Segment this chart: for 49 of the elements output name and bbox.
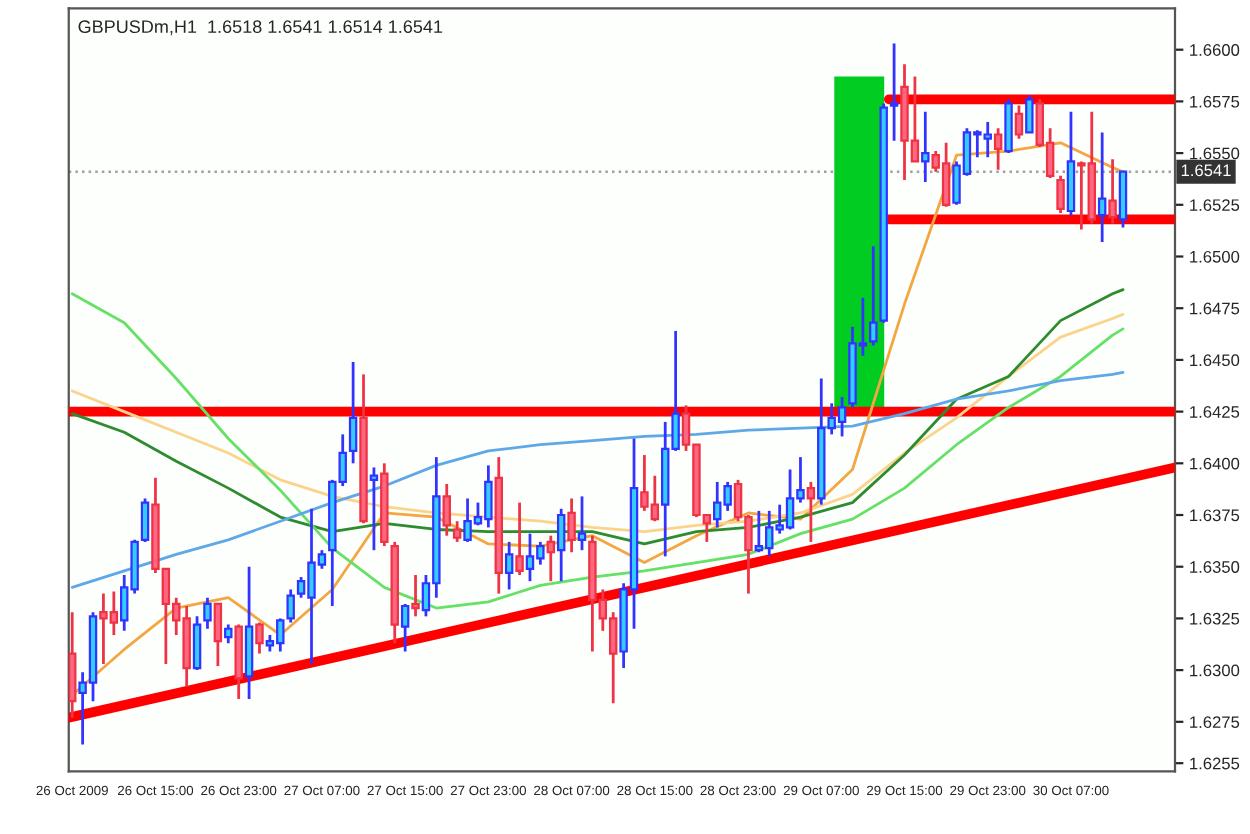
y-tick-label: 1.6425 bbox=[1190, 406, 1240, 418]
candlestick bbox=[869, 244, 878, 347]
y-tick-label: 1.6350 bbox=[1190, 561, 1240, 573]
y-tick-label: 1.6300 bbox=[1190, 664, 1240, 677]
candlestick bbox=[577, 495, 587, 552]
candlestick bbox=[400, 602, 410, 653]
candlestick bbox=[1118, 170, 1128, 229]
candlestick bbox=[546, 534, 556, 583]
y-tick-label: 1.6255 bbox=[1190, 757, 1240, 770]
y-tick-label: 1.6500 bbox=[1190, 250, 1240, 263]
candlestick bbox=[203, 596, 212, 631]
y-tick-label: 1.6525 bbox=[1190, 199, 1240, 212]
y-tick-label: 1.6400 bbox=[1190, 457, 1240, 470]
candlestick bbox=[1025, 93, 1034, 134]
y-tick-label: 1.6375 bbox=[1190, 509, 1240, 522]
candlestick bbox=[369, 466, 379, 552]
candlestick bbox=[348, 360, 358, 465]
candlestick bbox=[224, 623, 233, 645]
y-tick-label: 1.6600 bbox=[1190, 44, 1240, 56]
line-series bbox=[70, 292, 1125, 610]
candlestick bbox=[1108, 157, 1117, 225]
candlestick bbox=[192, 614, 202, 672]
candlestick bbox=[504, 540, 514, 591]
candlestick bbox=[140, 497, 150, 544]
y-tick-label: 1.6475 bbox=[1190, 302, 1240, 315]
candlestick bbox=[213, 602, 223, 668]
candlestick bbox=[515, 501, 524, 577]
candlestick bbox=[806, 480, 816, 544]
candlestick bbox=[993, 126, 1003, 172]
candlestick bbox=[1056, 174, 1065, 215]
candlestick bbox=[556, 507, 566, 583]
ref-line-label: 1.6541 bbox=[1181, 164, 1231, 177]
candlestick bbox=[442, 482, 451, 538]
candlestick bbox=[567, 497, 576, 554]
y-tick-label: 1.6575 bbox=[1190, 95, 1240, 108]
candlestick bbox=[68, 610, 77, 720]
candlestick bbox=[411, 573, 420, 618]
candlestick bbox=[921, 110, 930, 184]
line-series bbox=[70, 370, 1125, 589]
y-tick-label: 1.6275 bbox=[1190, 716, 1240, 729]
candlestick bbox=[1004, 97, 1013, 155]
text: GBPUSDm,H1 1.6518 1.6541 1.6514 1.6541 bbox=[78, 20, 443, 36]
y-tick-label: 1.6450 bbox=[1190, 354, 1240, 367]
y-tick-label: 1.6550 bbox=[1190, 147, 1240, 160]
y-tick-label: 1.6325 bbox=[1190, 612, 1240, 625]
candlestick bbox=[1014, 104, 1024, 141]
candlestick bbox=[255, 621, 264, 655]
candlestick bbox=[452, 519, 462, 544]
candlestick bbox=[1097, 131, 1107, 244]
